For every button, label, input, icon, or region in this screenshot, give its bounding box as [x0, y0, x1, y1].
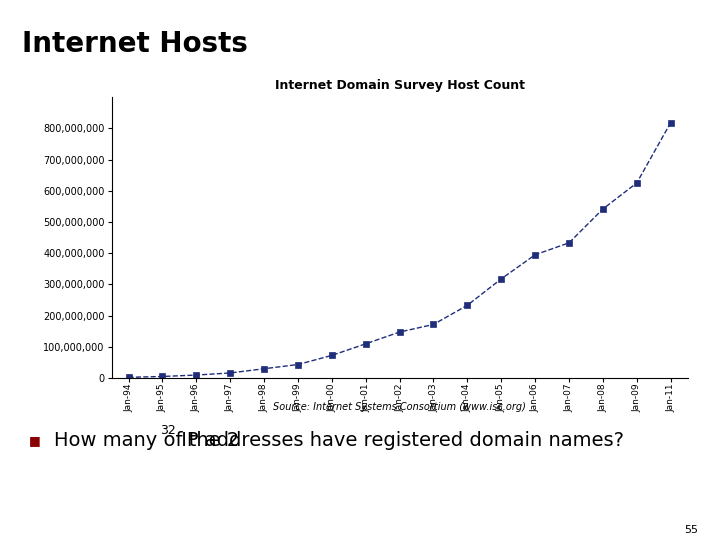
Text: ■: ■ — [29, 434, 40, 447]
Title: Internet Domain Survey Host Count: Internet Domain Survey Host Count — [274, 79, 525, 92]
Text: Source: Internet Systems Consortium (www.isc.org): Source: Internet Systems Consortium (www… — [273, 402, 526, 413]
Text: Carnegie Mellon: Carnegie Mellon — [602, 4, 706, 16]
Text: Internet Hosts: Internet Hosts — [22, 30, 248, 58]
Text: 55: 55 — [685, 524, 698, 535]
Text: How many of the 2: How many of the 2 — [54, 430, 239, 450]
Text: 32: 32 — [161, 424, 176, 437]
Text: IP addresses have registered domain names?: IP addresses have registered domain name… — [175, 430, 624, 450]
